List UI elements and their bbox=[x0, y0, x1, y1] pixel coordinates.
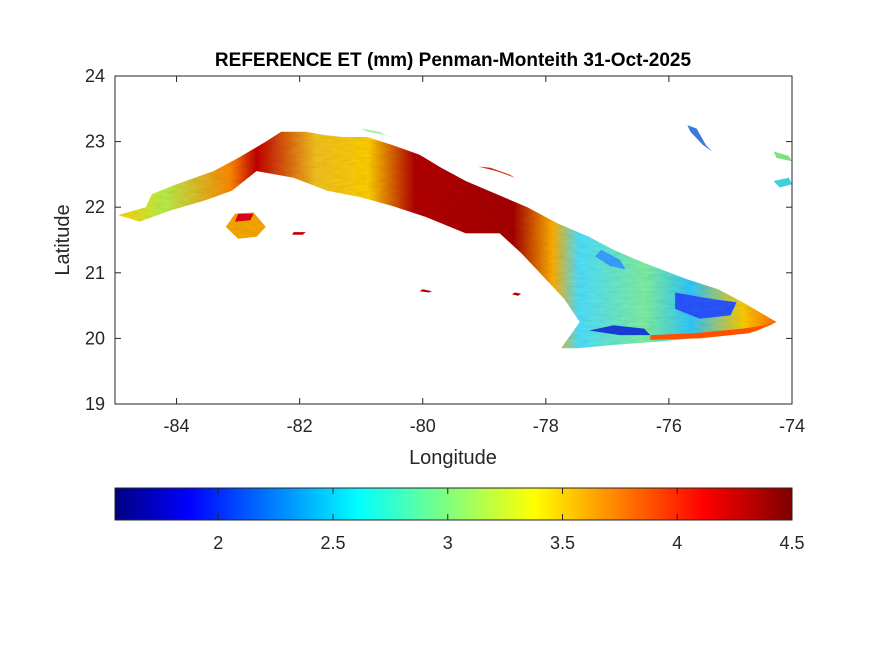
x-tick-label: -82 bbox=[287, 416, 313, 436]
x-tick-label: -76 bbox=[656, 416, 682, 436]
northern-cays bbox=[478, 166, 515, 178]
low-et-zone bbox=[595, 249, 626, 270]
y-axis: 19 20 21 22 23 24 bbox=[85, 66, 792, 414]
axes-frame bbox=[114, 75, 793, 405]
coastal-high-et bbox=[650, 324, 774, 340]
low-et-zone bbox=[588, 325, 651, 336]
colorbar-tick-label: 4.5 bbox=[779, 533, 804, 553]
colorbar-tick-label: 3.5 bbox=[550, 533, 575, 553]
isle-of-youth bbox=[225, 212, 266, 239]
et-map bbox=[118, 125, 792, 349]
x-tick-label: -80 bbox=[410, 416, 436, 436]
northern-cays bbox=[361, 128, 399, 141]
y-tick-label: 22 bbox=[85, 197, 105, 217]
cuba-main-island bbox=[118, 131, 777, 349]
low-et-zone bbox=[675, 292, 737, 319]
x-tick-label: -74 bbox=[779, 416, 805, 436]
cay-speck bbox=[292, 232, 306, 235]
colorbar-tick-label: 3 bbox=[443, 533, 453, 553]
colorbar-tick-label: 4 bbox=[672, 533, 682, 553]
y-tick-label: 23 bbox=[85, 132, 105, 152]
y-tick-label: 19 bbox=[85, 394, 105, 414]
map-title: REFERENCE ET (mm) Penman-Monteith 31-Oct… bbox=[215, 50, 692, 71]
isle-of-youth-north bbox=[235, 213, 254, 222]
island-fragment bbox=[773, 151, 792, 162]
colorbar-tick-label: 2 bbox=[213, 533, 223, 553]
x-tick-label: -78 bbox=[533, 416, 559, 436]
y-axis-label: Latitude bbox=[52, 204, 74, 275]
island-fragment bbox=[687, 125, 712, 152]
x-tick-label: -84 bbox=[164, 416, 190, 436]
x-axis-label: Longitude bbox=[409, 447, 497, 469]
y-tick-label: 20 bbox=[85, 328, 105, 348]
colorbar bbox=[114, 487, 793, 521]
y-tick-label: 21 bbox=[85, 263, 105, 283]
colorbar-tick-label: 2.5 bbox=[321, 533, 346, 553]
y-tick-label: 24 bbox=[85, 66, 105, 86]
cay-speck bbox=[419, 289, 432, 293]
island-fragment bbox=[773, 177, 792, 188]
x-axis: -84 -82 -80 -78 -76 -74 bbox=[164, 76, 805, 436]
colorbar-ticks: 2 2.5 3 3.5 4 4.5 bbox=[213, 488, 805, 553]
cay-speck bbox=[512, 292, 522, 296]
